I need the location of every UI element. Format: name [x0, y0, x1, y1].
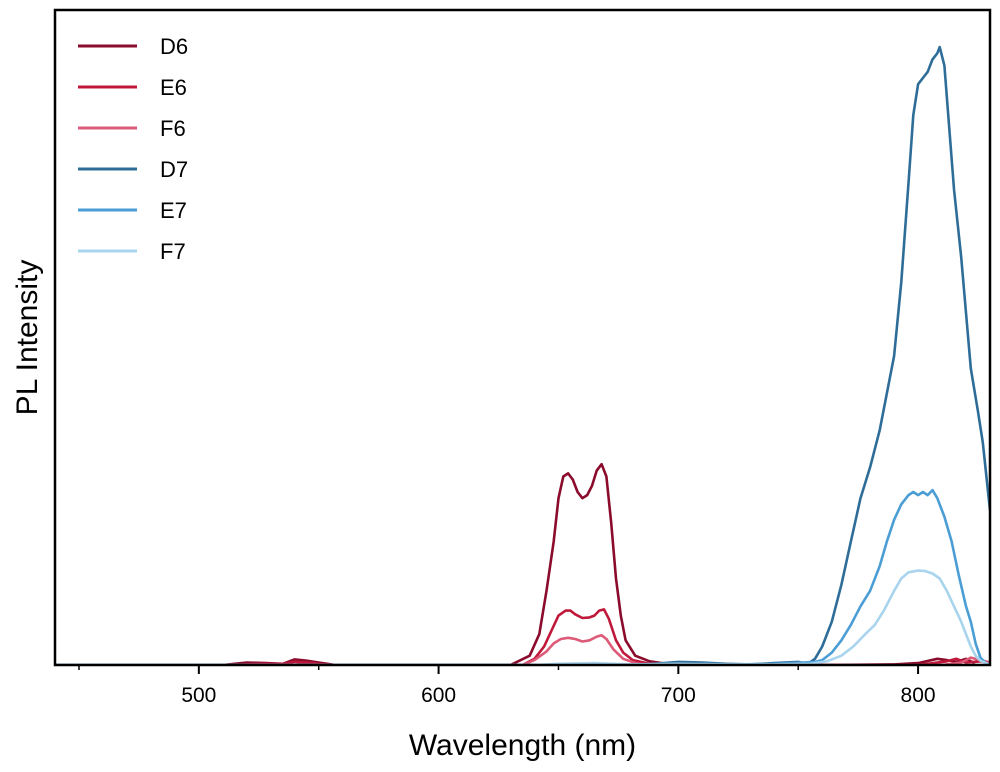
series-line-e7	[55, 488, 990, 665]
legend-entry-e7: E7	[78, 198, 187, 223]
x-tick-label: 500	[181, 684, 216, 707]
series-line-d7	[55, 45, 990, 665]
legend-label: E7	[160, 198, 187, 223]
y-axis-title: PL Intensity	[11, 260, 44, 416]
legend-label: F7	[160, 239, 186, 264]
series-lines	[55, 45, 990, 665]
legend-entry-e6: E6	[78, 75, 187, 100]
x-axis-ticks: 500 600 700 800	[78, 665, 936, 707]
series-line-f7	[55, 569, 990, 665]
x-tick-label: 700	[661, 684, 696, 707]
series-line-e6	[55, 608, 990, 665]
legend-entry-f7: F7	[78, 239, 186, 264]
series-line-d6	[55, 462, 990, 665]
legend-label: E6	[160, 75, 187, 100]
legend-entry-f6: F6	[78, 116, 186, 141]
x-tick-label: 600	[421, 684, 456, 707]
legend-label: F6	[160, 116, 186, 141]
legend-entry-d7: D7	[78, 157, 188, 182]
legend: D6 E6 F6 D7 E7 F7	[78, 34, 188, 264]
legend-label: D6	[160, 34, 188, 59]
legend-label: D7	[160, 157, 188, 182]
x-tick-label: 800	[901, 684, 936, 707]
plot-frame	[53, 8, 992, 667]
x-axis-title: Wavelength (nm)	[409, 729, 636, 762]
legend-entry-d6: D6	[78, 34, 188, 59]
